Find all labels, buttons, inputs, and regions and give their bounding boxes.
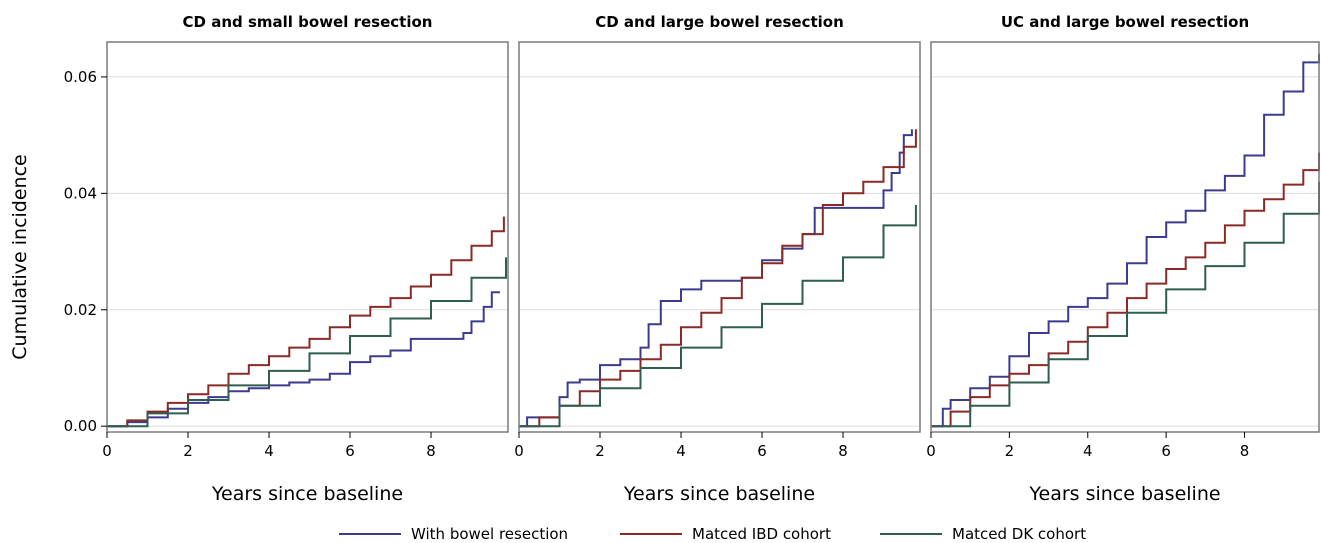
panel-3: UC and large bowel resection 0 2 4 6 8 Years s…: [926, 13, 1320, 505]
y-axis-label: Cumulative incidence: [9, 154, 31, 359]
x-tick-label: 2: [595, 442, 605, 460]
legend-item: Matced DK cohort: [880, 525, 1086, 543]
series-line-with-bowel-resection: [107, 291, 500, 428]
x-tick-label: 8: [1240, 442, 1250, 460]
x-tick-label: 8: [426, 442, 436, 460]
x-tick-label: 6: [1161, 442, 1171, 460]
plot-frame: [106, 41, 509, 433]
x-tick-label: 0: [926, 442, 936, 460]
y-tick-label: 0.02: [64, 301, 97, 319]
y-tick-label: 0.06: [64, 68, 97, 86]
x-tick-label: 8: [838, 442, 848, 460]
x-tick-label: 0: [102, 442, 112, 460]
x-tick-label: 2: [1005, 442, 1015, 460]
x-tick-label: 4: [676, 442, 686, 460]
legend-item: With bowel resection: [339, 525, 568, 543]
panel-title: CD and large bowel resection: [595, 13, 844, 31]
legend: With bowel resection Matced IBD cohort Mat…: [339, 525, 1086, 543]
legend-label: With bowel resection: [411, 525, 568, 543]
panel-2: CD and large bowel resection 0 2 4 6 8 Years s…: [514, 13, 921, 505]
x-axis-label: Years since baseline: [1028, 483, 1220, 505]
panel-1: CD and small bowel resection 0 2 4 6 8 Years s…: [64, 13, 509, 505]
x-tick-label: 6: [345, 442, 355, 460]
series-line-matced-ibd-cohort: [107, 216, 505, 428]
series-line-matced-dk-cohort: [107, 257, 507, 428]
x-tick-label: 2: [183, 442, 193, 460]
series-line-with-bowel-resection: [519, 129, 913, 428]
x-axis-label: Years since baseline: [211, 483, 403, 505]
legend-item: Matced IBD cohort: [620, 525, 831, 543]
series-line-matced-dk-cohort: [931, 181, 1320, 428]
panel-title: UC and large bowel resection: [1001, 13, 1249, 31]
series-line-matced-ibd-cohort: [519, 129, 917, 428]
y-tick-label: 0.00: [64, 417, 97, 435]
x-tick-label: 6: [757, 442, 767, 460]
x-tick-label: 4: [1083, 442, 1093, 460]
series-line-matced-ibd-cohort: [931, 152, 1320, 428]
series-line-with-bowel-resection: [931, 53, 1320, 428]
plot-frame: [518, 41, 921, 433]
plot-frame: [930, 41, 1320, 433]
x-tick-label: 0: [514, 442, 524, 460]
y-tick-label: 0.04: [64, 184, 97, 202]
panel-title: CD and small bowel resection: [183, 13, 433, 31]
legend-label: Matced IBD cohort: [692, 525, 831, 543]
x-tick-label: 4: [264, 442, 274, 460]
x-axis-label: Years since baseline: [623, 483, 815, 505]
series-line-matced-dk-cohort: [519, 205, 917, 428]
legend-label: Matced DK cohort: [952, 525, 1086, 543]
